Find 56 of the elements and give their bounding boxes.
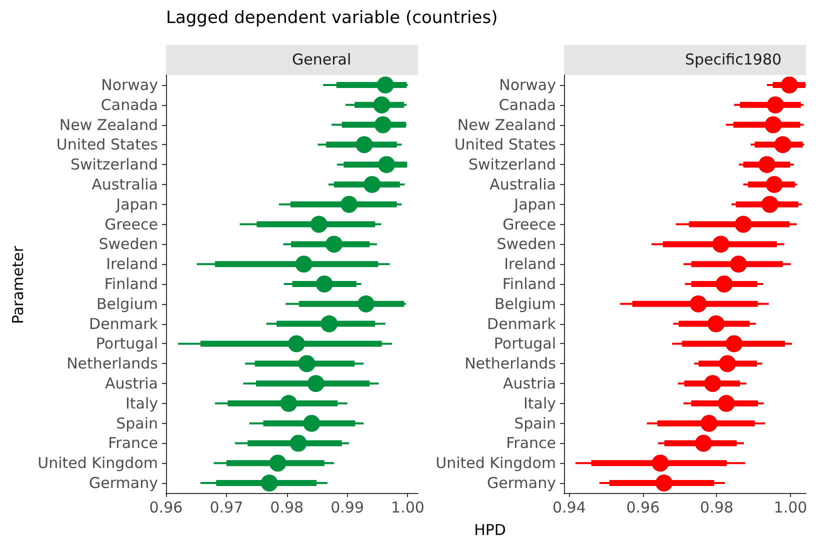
x-tick-label: 0.96: [626, 498, 660, 516]
y-tick-label: Canada: [498, 96, 556, 114]
x-tick-label: 1.00: [774, 498, 808, 516]
y-tick-label: United Kingdom: [38, 454, 158, 472]
y-tick-label: Austria: [105, 374, 158, 393]
y-tick-label: Italy: [523, 394, 556, 412]
y-tick-label: Netherlands: [66, 354, 158, 373]
y-tick-label: Austria: [503, 374, 556, 393]
x-tick-label: 0.94: [552, 498, 586, 516]
y-tick-label: France: [506, 434, 556, 452]
y-tick-label: Norway: [101, 76, 158, 94]
y-tick-label: Germany: [487, 474, 556, 492]
y-tick-label: Denmark: [89, 314, 158, 333]
x-tick-label: 0.98: [270, 498, 304, 516]
y-tick-label: Switzerland: [468, 156, 556, 174]
y-tick-label: Australia: [490, 175, 556, 194]
chart-subtitle: General: [292, 50, 352, 68]
y-tick-label: New Zealand: [59, 116, 158, 134]
y-tick-label: Belgium: [494, 294, 556, 313]
y-axis-title: Parameter: [9, 246, 27, 324]
y-tick-label: Portugal: [494, 334, 556, 353]
y-tick-label: Belgium: [96, 294, 158, 313]
y-tick-label: Sweden: [98, 235, 158, 254]
x-tick-label: 0.98: [700, 498, 734, 516]
y-tick-label: Portugal: [96, 334, 158, 353]
x-tick-label: 1.00: [391, 498, 424, 516]
y-tick-label: Denmark: [487, 314, 556, 333]
y-tick-label: Greece: [104, 215, 158, 234]
y-tick-label: Sweden: [496, 235, 556, 254]
y-tick-label: United States: [454, 136, 556, 154]
y-tick-label: United Kingdom: [436, 454, 556, 472]
y-tick-label: New Zealand: [457, 116, 556, 134]
y-tick-label: Finland: [502, 275, 556, 293]
y-tick-label: Japan: [513, 195, 556, 214]
y-tick-label: Germany: [89, 474, 158, 492]
chart-title: Lagged dependent variable (countries): [166, 8, 498, 28]
x-tick-label: 0.99: [330, 498, 364, 516]
y-tick-label: Australia: [92, 175, 158, 194]
y-tick-label: Spain: [514, 414, 556, 432]
y-tick-label: France: [108, 434, 158, 452]
y-tick-label: Netherlands: [464, 354, 556, 373]
y-tick-label: Ireland: [504, 255, 556, 274]
x-axis-title: HPD: [473, 521, 507, 539]
y-tick-label: United States: [56, 136, 158, 154]
x-tick-label: 0.96: [149, 498, 183, 516]
y-tick-label: Spain: [116, 414, 158, 432]
y-tick-label: Italy: [125, 394, 158, 412]
y-tick-label: Finland: [104, 275, 158, 293]
y-tick-label: Japan: [115, 195, 158, 214]
chart-subtitle: Specific1980: [684, 50, 782, 68]
y-tick-label: Greece: [502, 215, 556, 234]
y-tick-label: Norway: [499, 76, 556, 94]
x-tick-label: 0.97: [210, 498, 244, 516]
y-tick-label: Switzerland: [70, 156, 158, 174]
y-tick-label: Canada: [100, 96, 158, 114]
y-tick-label: Ireland: [106, 255, 158, 274]
